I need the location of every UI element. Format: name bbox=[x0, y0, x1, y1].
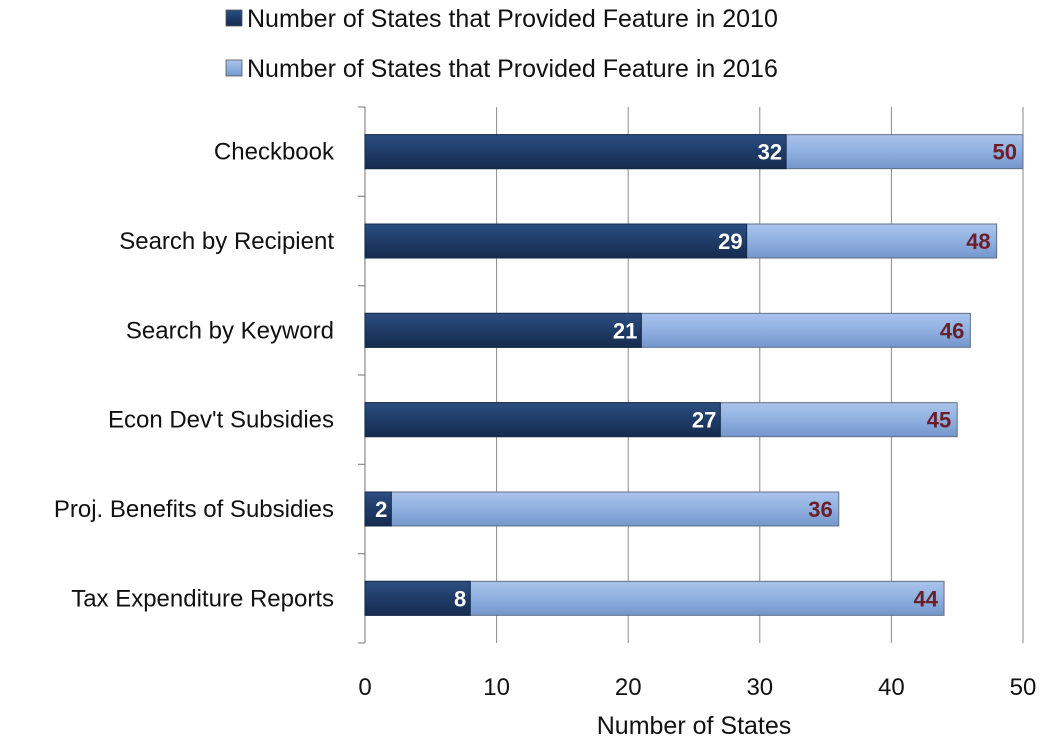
category-label: Search by Keyword bbox=[126, 317, 334, 344]
x-tick-labels: 0 10 20 30 40 50 bbox=[358, 674, 1036, 701]
value-label-2010: 21 bbox=[613, 318, 637, 343]
value-label-2010: 29 bbox=[718, 229, 742, 254]
value-label-2010: 27 bbox=[692, 408, 716, 433]
bar-2010 bbox=[364, 491, 392, 527]
legend-swatch-2016 bbox=[225, 59, 243, 77]
legend-label-2016: Number of States that Provided Feature i… bbox=[247, 55, 778, 83]
legend-item-2016: Number of States that Provided Feature i… bbox=[225, 55, 778, 83]
legend: Number of States that Provided Feature i… bbox=[225, 5, 778, 83]
bar-2010 bbox=[364, 134, 787, 170]
x-tick-label: 20 bbox=[615, 674, 642, 701]
x-tick-label: 0 bbox=[358, 674, 371, 701]
legend-swatch-2010 bbox=[225, 9, 243, 27]
category-label: Checkbook bbox=[214, 139, 335, 166]
x-axis-title: Number of States bbox=[597, 712, 792, 740]
category-label: Tax Expenditure Reports bbox=[71, 585, 334, 612]
category-label: Proj. Benefits of Subsidies bbox=[54, 496, 334, 523]
x-tick-label: 10 bbox=[483, 674, 510, 701]
x-tick-label: 30 bbox=[746, 674, 773, 701]
category-label: Search by Recipient bbox=[119, 228, 334, 255]
bar-2010 bbox=[364, 402, 721, 438]
gridlines bbox=[496, 107, 1024, 643]
x-tick-label: 50 bbox=[1010, 674, 1037, 701]
value-label-2016: 45 bbox=[927, 408, 951, 433]
value-label-2010: 32 bbox=[758, 140, 782, 165]
value-labels: 32 50 29 48 21 46 27 45 2 36 8 44 bbox=[375, 140, 1017, 612]
category-label: Econ Dev't Subsidies bbox=[108, 407, 334, 434]
legend-item-2010: Number of States that Provided Feature i… bbox=[225, 5, 778, 33]
value-label-2016: 44 bbox=[914, 586, 939, 611]
value-label-2010: 8 bbox=[454, 586, 466, 611]
value-label-2016: 50 bbox=[993, 140, 1017, 165]
bar-2010 bbox=[364, 580, 471, 616]
value-label-2016: 46 bbox=[940, 318, 964, 343]
x-tick-label: 40 bbox=[878, 674, 905, 701]
axes bbox=[358, 106, 366, 644]
legend-label-2010: Number of States that Provided Feature i… bbox=[247, 5, 778, 33]
bars bbox=[364, 134, 1024, 616]
bar-2016 bbox=[364, 491, 840, 527]
bar-2010 bbox=[364, 312, 642, 348]
value-label-2016: 36 bbox=[808, 497, 832, 522]
bar-2010 bbox=[364, 223, 748, 259]
value-label-2016: 48 bbox=[966, 229, 990, 254]
value-label-2010: 2 bbox=[375, 497, 387, 522]
category-labels: Checkbook Search by Recipient Search by Ke… bbox=[54, 139, 335, 613]
